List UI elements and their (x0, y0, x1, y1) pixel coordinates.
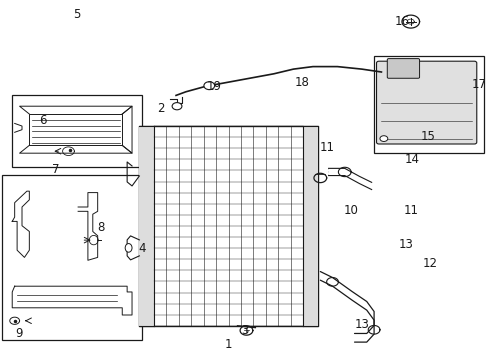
Text: 8: 8 (97, 221, 104, 234)
Text: 12: 12 (422, 257, 437, 270)
Circle shape (172, 103, 182, 110)
Text: 19: 19 (206, 80, 221, 93)
Bar (12, 95, 142, 167)
Text: 11: 11 (403, 204, 417, 217)
Text: 10: 10 (343, 204, 358, 217)
Text: 16: 16 (394, 15, 408, 28)
Bar (373, 56, 483, 153)
Bar (2, 175, 142, 340)
Text: 1: 1 (224, 338, 232, 351)
Text: 3: 3 (240, 324, 248, 337)
Text: 2: 2 (157, 102, 165, 114)
Text: 13: 13 (398, 238, 412, 251)
Ellipse shape (125, 244, 132, 252)
Text: 9: 9 (15, 327, 22, 340)
Bar (139, 126, 317, 326)
Text: 11: 11 (320, 141, 334, 154)
Text: 4: 4 (138, 242, 145, 255)
Text: 13: 13 (354, 318, 368, 330)
FancyBboxPatch shape (376, 61, 476, 144)
Text: 18: 18 (294, 76, 309, 89)
Text: 15: 15 (420, 130, 434, 143)
Text: 17: 17 (471, 78, 486, 91)
Bar (139, 126, 154, 326)
Circle shape (379, 136, 387, 141)
Text: 14: 14 (404, 153, 418, 166)
FancyBboxPatch shape (386, 59, 419, 78)
Circle shape (203, 82, 214, 90)
Bar (303, 126, 317, 326)
Text: 6: 6 (39, 114, 47, 127)
Text: 7: 7 (52, 163, 60, 176)
Text: 5: 5 (73, 8, 81, 21)
